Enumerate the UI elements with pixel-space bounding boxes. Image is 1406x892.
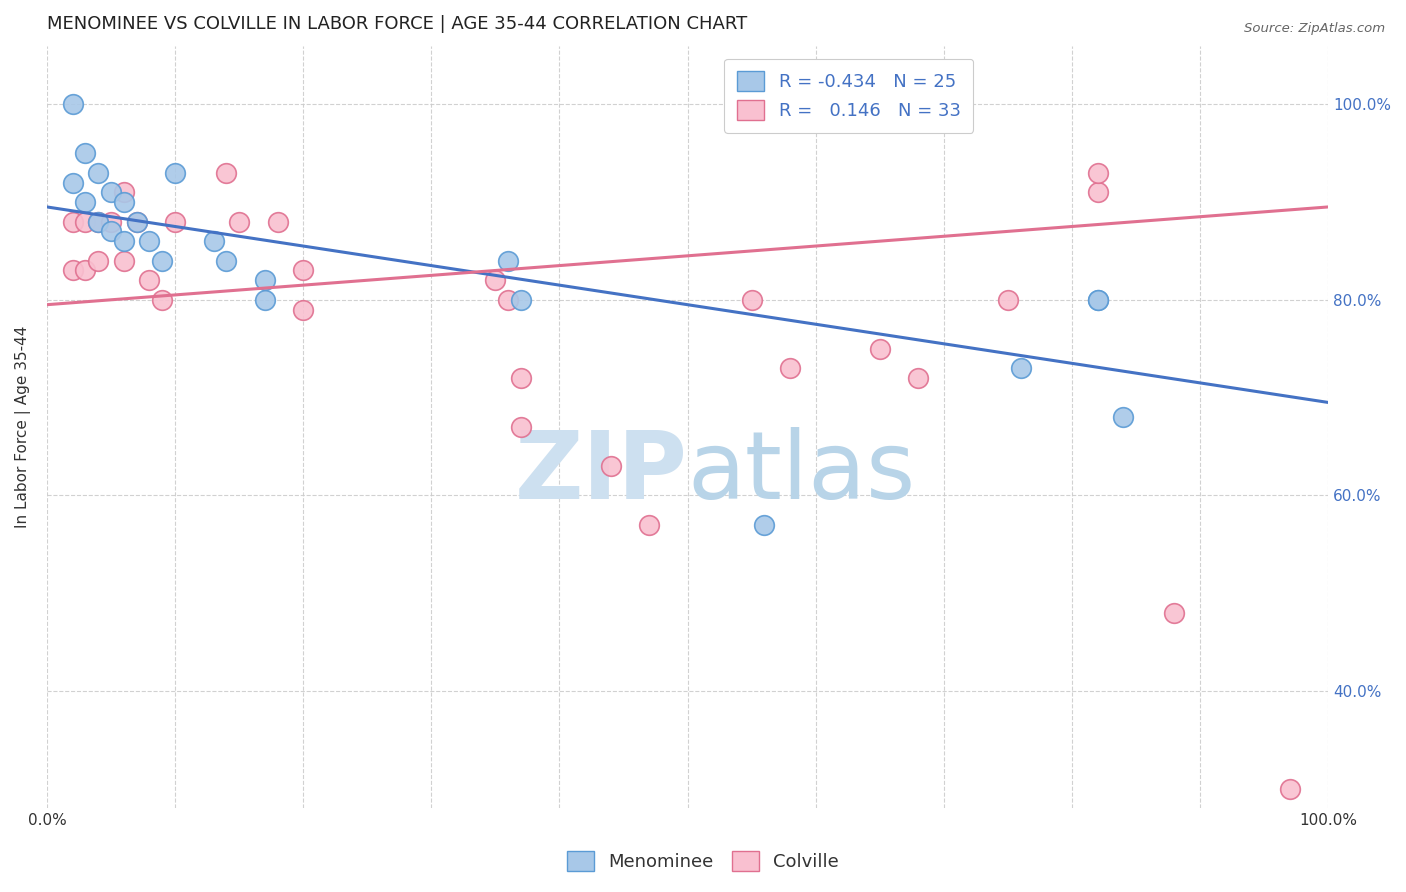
Point <box>754 517 776 532</box>
Point <box>1112 410 1135 425</box>
Point <box>907 371 929 385</box>
Point <box>496 293 519 307</box>
Point <box>150 293 173 307</box>
Point <box>266 214 288 228</box>
Point <box>292 263 315 277</box>
Point <box>638 517 661 532</box>
Point <box>496 253 519 268</box>
Point <box>228 214 250 228</box>
Point <box>215 253 238 268</box>
Point <box>87 253 110 268</box>
Text: ZIP: ZIP <box>515 426 688 518</box>
Point <box>1163 606 1185 620</box>
Point <box>1010 361 1032 376</box>
Point <box>165 166 187 180</box>
Legend: Menominee, Colville: Menominee, Colville <box>560 844 846 879</box>
Text: MENOMINEE VS COLVILLE IN LABOR FORCE | AGE 35-44 CORRELATION CHART: MENOMINEE VS COLVILLE IN LABOR FORCE | A… <box>46 15 747 33</box>
Point <box>62 263 84 277</box>
Point <box>100 186 122 200</box>
Point <box>165 214 187 228</box>
Point <box>253 273 276 287</box>
Point <box>62 176 84 190</box>
Point <box>484 273 506 287</box>
Point <box>75 214 97 228</box>
Point <box>125 214 148 228</box>
Point <box>1087 166 1109 180</box>
Point <box>779 361 801 376</box>
Point <box>741 293 763 307</box>
Point <box>112 195 135 210</box>
Point <box>1278 781 1301 796</box>
Text: atlas: atlas <box>688 426 915 518</box>
Point <box>510 293 533 307</box>
Point <box>599 458 621 473</box>
Point <box>202 234 225 248</box>
Point <box>75 146 97 161</box>
Point <box>75 263 97 277</box>
Legend: R = -0.434   N = 25, R =   0.146   N = 33: R = -0.434 N = 25, R = 0.146 N = 33 <box>724 59 973 133</box>
Point <box>292 302 315 317</box>
Point <box>62 97 84 112</box>
Point <box>869 342 891 356</box>
Point <box>100 224 122 238</box>
Point <box>997 293 1019 307</box>
Point <box>112 186 135 200</box>
Point <box>150 253 173 268</box>
Point <box>87 214 110 228</box>
Point <box>138 234 160 248</box>
Point <box>62 214 84 228</box>
Point <box>138 273 160 287</box>
Point <box>1087 186 1109 200</box>
Point <box>112 253 135 268</box>
Point <box>75 195 97 210</box>
Point <box>1087 293 1109 307</box>
Point <box>215 166 238 180</box>
Point <box>253 293 276 307</box>
Point <box>1087 293 1109 307</box>
Point <box>112 234 135 248</box>
Point <box>510 371 533 385</box>
Point <box>87 214 110 228</box>
Y-axis label: In Labor Force | Age 35-44: In Labor Force | Age 35-44 <box>15 326 31 528</box>
Point <box>510 420 533 434</box>
Point <box>100 214 122 228</box>
Text: Source: ZipAtlas.com: Source: ZipAtlas.com <box>1244 22 1385 36</box>
Point <box>87 166 110 180</box>
Point <box>125 214 148 228</box>
